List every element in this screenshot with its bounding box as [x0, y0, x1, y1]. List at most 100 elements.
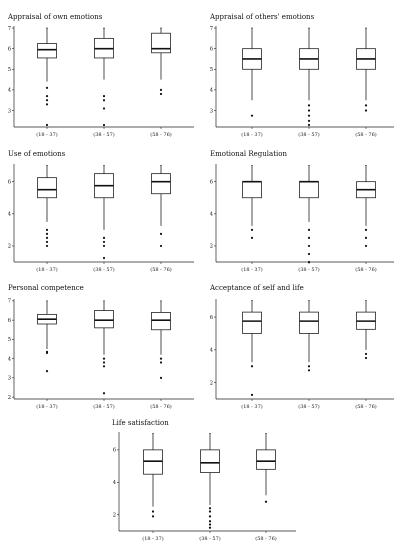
outlier-point — [151, 510, 155, 513]
outlier-point — [250, 365, 254, 368]
panel-title: Emotional Regulation — [210, 150, 287, 158]
outlier-point — [102, 357, 106, 360]
iqr-box — [37, 43, 57, 59]
y-tick-label: 2 — [113, 513, 116, 519]
x-tick-label: (58 - 76) — [355, 266, 377, 273]
box-group — [299, 300, 319, 372]
outlier-point — [208, 510, 212, 513]
outlier-point — [208, 507, 212, 510]
chart-panel: Emotional Regulation 2 4 6 (18 - 37) (38 - 57… — [210, 150, 394, 273]
outlier-point — [159, 88, 163, 91]
box-group — [356, 27, 376, 112]
outlier-point — [307, 365, 311, 368]
box-group — [151, 27, 171, 96]
outlier-point — [102, 244, 106, 248]
outlier-point — [208, 520, 212, 523]
outlier-point — [208, 523, 212, 526]
outlier-point — [307, 244, 311, 248]
outlier-point — [250, 393, 254, 397]
box-group — [151, 165, 171, 248]
box-group — [356, 300, 376, 360]
panel-title: Life satisfaction — [112, 419, 169, 427]
outlier-point — [307, 228, 311, 231]
outlier-point — [250, 114, 254, 117]
box-group — [299, 27, 319, 127]
x-tick-label: (18 - 37) — [36, 131, 58, 138]
outlier-point — [364, 109, 368, 112]
outlier-point — [102, 365, 106, 368]
box-group — [37, 165, 57, 248]
outlier-point — [45, 99, 49, 102]
y-tick-label: 4 — [210, 212, 214, 218]
y-tick-label: 5 — [210, 67, 213, 73]
iqr-box — [151, 32, 171, 54]
outlier-point — [102, 123, 106, 127]
outlier-point — [307, 104, 311, 107]
outlier-point — [102, 392, 106, 395]
y-tick-label: 5 — [8, 337, 11, 343]
x-tick-label: (58 - 76) — [255, 535, 277, 542]
y-tick-label: 4 — [113, 480, 117, 486]
y-tick-label: 6 — [8, 179, 11, 185]
x-tick-label: (38 - 57) — [93, 266, 115, 273]
outlier-point — [307, 369, 311, 372]
y-tick-label: 7 — [210, 26, 213, 32]
outlier-point — [250, 228, 254, 231]
panel-title: Personal competence — [8, 284, 84, 292]
outlier-point — [159, 232, 163, 235]
y-tick-label: 3 — [8, 376, 11, 382]
outlier-point — [45, 236, 49, 240]
box-group — [151, 300, 171, 379]
iqr-box — [299, 311, 319, 334]
iqr-box — [242, 181, 262, 199]
outlier-point — [45, 103, 49, 106]
box-group — [37, 27, 57, 127]
iqr-box — [200, 449, 220, 473]
x-tick-label: (58 - 76) — [150, 131, 172, 138]
y-tick-label: 6 — [210, 46, 213, 52]
outlier-point — [307, 260, 311, 264]
chart-panel: Use of emotions 2 4 6 (18 - 37) (38 - 57) (58 … — [8, 150, 194, 273]
outlier-point — [45, 86, 49, 89]
iqr-box — [37, 177, 57, 199]
box-group — [242, 300, 262, 397]
y-tick-label: 4 — [8, 212, 12, 218]
y-tick-label: 6 — [8, 46, 11, 52]
x-tick-label: (18 - 37) — [142, 535, 164, 542]
outlier-point — [307, 236, 311, 240]
y-tick-label: 2 — [8, 395, 11, 401]
x-tick-label: (38 - 57) — [298, 403, 320, 410]
x-tick-label: (58 - 76) — [150, 266, 172, 273]
x-tick-label: (58 - 76) — [355, 131, 377, 138]
chart-panel: Personal competence 2 3 4 5 6 7 (18 - 37) (38 - … — [8, 284, 194, 410]
panel-title: Appraisal of own emotions — [7, 13, 103, 21]
iqr-box — [299, 181, 319, 199]
box-group — [200, 433, 220, 529]
outlier-point — [102, 107, 106, 110]
y-tick-label: 2 — [210, 380, 213, 386]
outlier-point — [364, 236, 368, 240]
outlier-point — [45, 232, 49, 235]
outlier-point — [364, 104, 368, 107]
outlier-point — [159, 361, 163, 364]
y-tick-label: 4 — [210, 88, 214, 94]
x-tick-label: (18 - 37) — [241, 266, 263, 273]
outlier-point — [364, 244, 368, 248]
outlier-point — [45, 370, 49, 373]
box-group — [356, 165, 376, 248]
x-tick-label: (38 - 57) — [199, 535, 221, 542]
box-group — [242, 27, 262, 117]
outlier-point — [45, 123, 49, 127]
outlier-point — [151, 515, 155, 518]
outlier-point — [102, 94, 106, 98]
outlier-point — [364, 352, 368, 356]
outlier-point — [307, 114, 311, 117]
outlier-point — [102, 240, 106, 244]
outlier-point — [364, 228, 368, 231]
outlier-point — [159, 357, 163, 360]
y-tick-label: 4 — [8, 356, 12, 362]
outlier-point — [159, 92, 163, 96]
outlier-point — [307, 109, 311, 112]
chart-panel: Appraisal of others' emotions 3 4 5 6 7 (18 - … — [209, 13, 394, 138]
